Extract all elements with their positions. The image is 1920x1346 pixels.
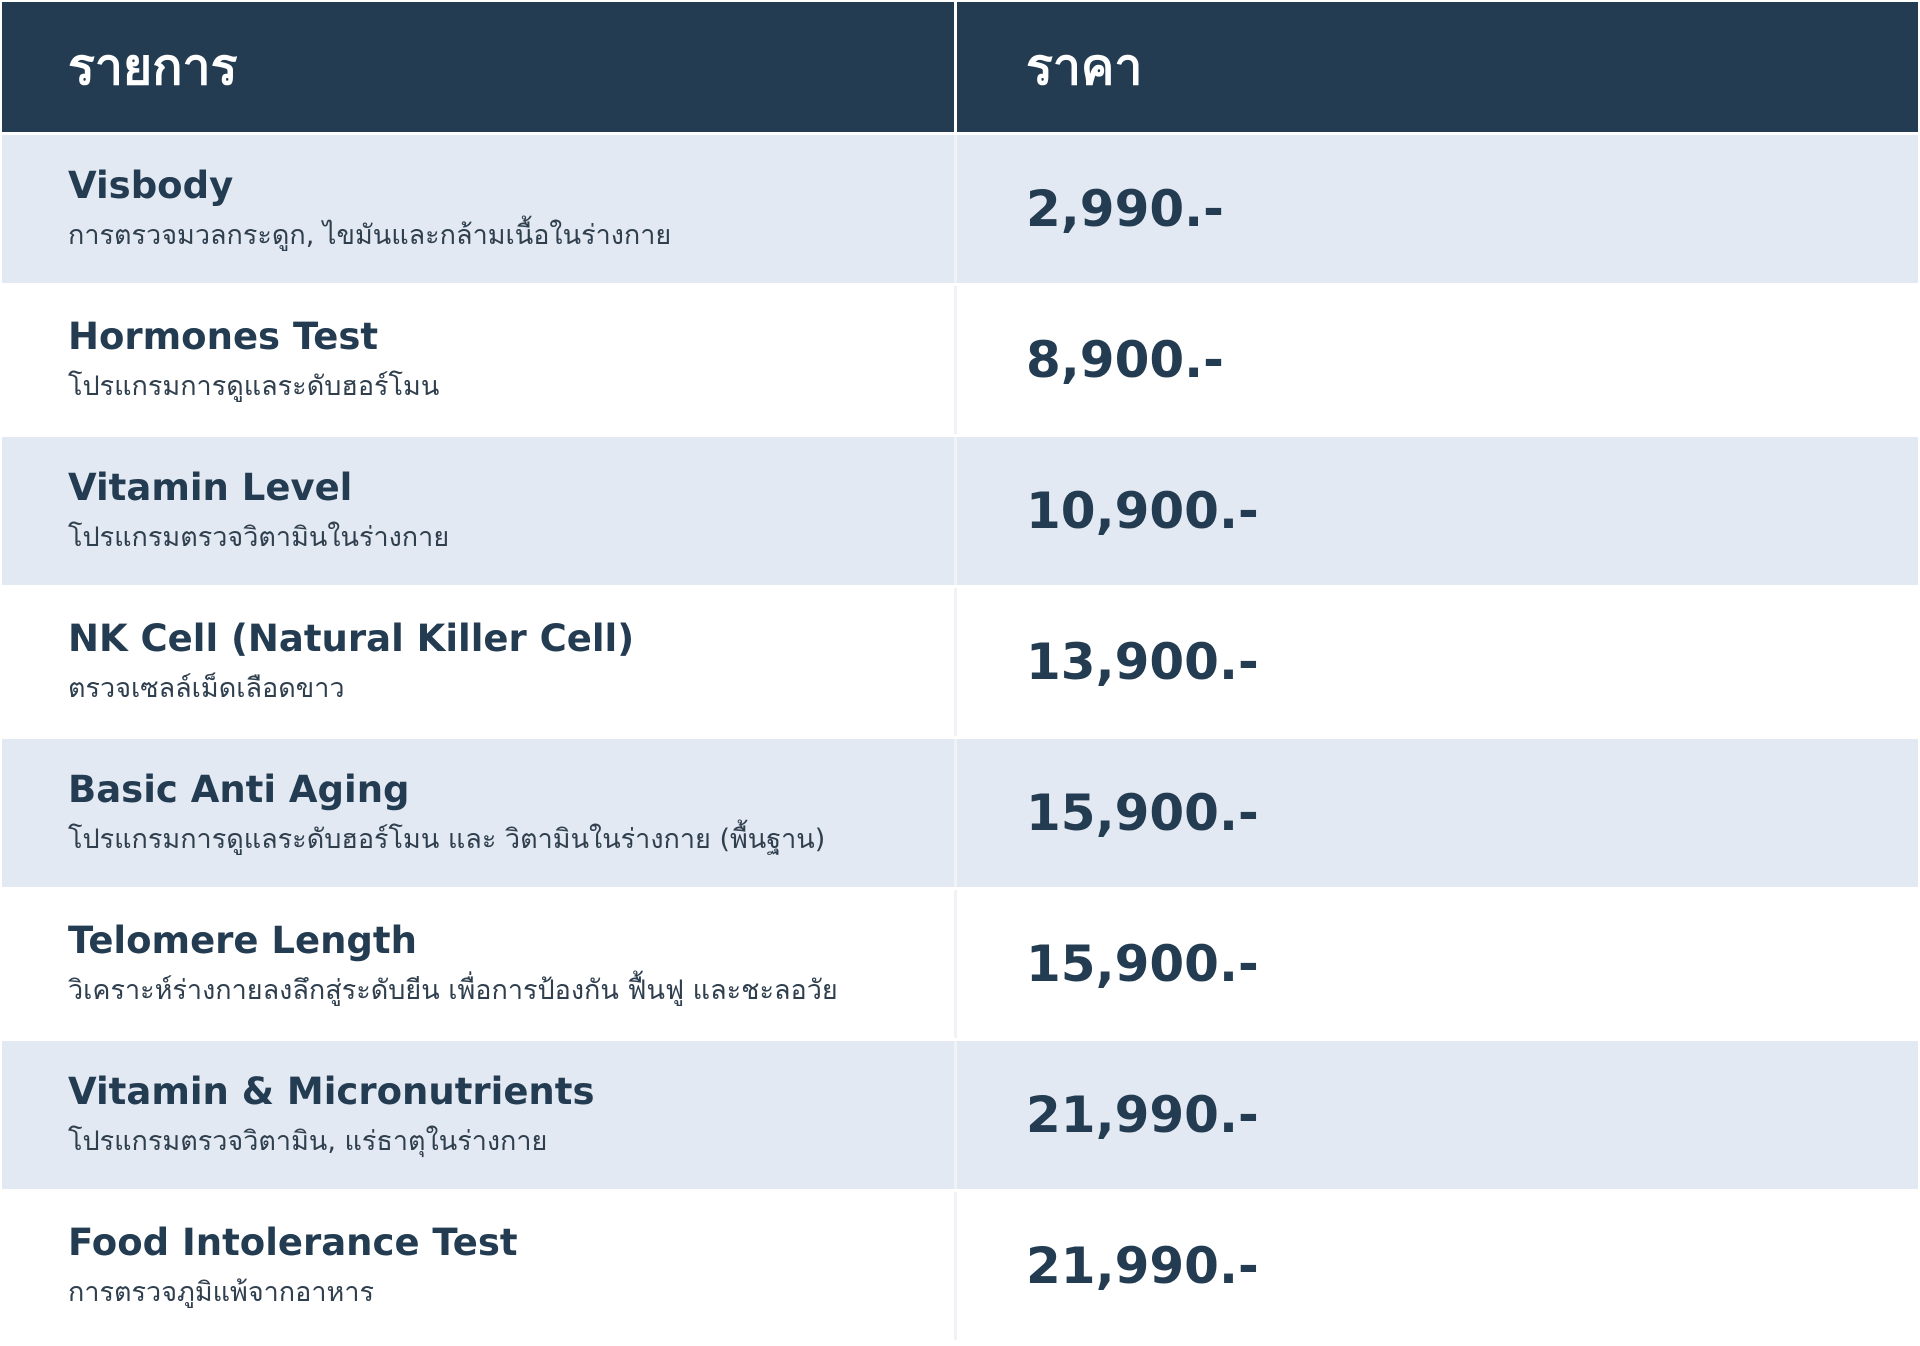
item-cell: Vitamin Level โปรแกรมตรวจวิตามินในร่างกา… bbox=[2, 437, 957, 585]
header-item-label: รายการ bbox=[68, 37, 238, 96]
item-description: โปรแกรมตรวจวิตามิน, แร่ธาตุในร่างกาย bbox=[68, 1126, 548, 1157]
item-description: วิเคราะห์ร่างกายลงลึกสู่ระดับยีน เพื่อกา… bbox=[68, 975, 838, 1006]
table-row: Visbody การตรวจมวลกระดูก, ไขมันและกล้ามเ… bbox=[2, 132, 1918, 283]
item-price: 10,900.- bbox=[1026, 482, 1259, 540]
price-cell: 8,900.- bbox=[957, 286, 1918, 434]
price-cell: 15,900.- bbox=[957, 739, 1918, 887]
item-name: Vitamin Level bbox=[68, 466, 353, 509]
item-cell: Visbody การตรวจมวลกระดูก, ไขมันและกล้ามเ… bbox=[2, 135, 957, 283]
price-cell: 2,990.- bbox=[957, 135, 1918, 283]
item-cell: Telomere Length วิเคราะห์ร่างกายลงลึกสู่… bbox=[2, 890, 957, 1038]
price-cell: 21,990.- bbox=[957, 1192, 1918, 1340]
table-row: Basic Anti Aging โปรแกรมการดูแลระดับฮอร์… bbox=[2, 736, 1918, 887]
item-cell: NK Cell (Natural Killer Cell) ตรวจเซลล์เ… bbox=[2, 588, 957, 736]
item-name: Food Intolerance Test bbox=[68, 1221, 518, 1264]
item-name: Basic Anti Aging bbox=[68, 768, 410, 811]
table-row: Vitamin Level โปรแกรมตรวจวิตามินในร่างกา… bbox=[2, 434, 1918, 585]
item-cell: Basic Anti Aging โปรแกรมการดูแลระดับฮอร์… bbox=[2, 739, 957, 887]
item-price: 21,990.- bbox=[1026, 1237, 1259, 1295]
item-price: 13,900.- bbox=[1026, 633, 1259, 691]
table-row: Food Intolerance Test การตรวจภูมิแพ้จากอ… bbox=[2, 1189, 1918, 1340]
header-price-label: ราคา bbox=[1026, 37, 1143, 96]
item-cell: Food Intolerance Test การตรวจภูมิแพ้จากอ… bbox=[2, 1192, 957, 1340]
item-name: Telomere Length bbox=[68, 919, 417, 962]
price-cell: 13,900.- bbox=[957, 588, 1918, 736]
item-name: Visbody bbox=[68, 164, 234, 207]
item-description: การตรวจมวลกระดูก, ไขมันและกล้ามเนื้อในร่… bbox=[68, 220, 672, 251]
item-price: 2,990.- bbox=[1026, 180, 1224, 238]
item-price: 21,990.- bbox=[1026, 1086, 1259, 1144]
item-name: Hormones Test bbox=[68, 315, 379, 358]
price-cell: 21,990.- bbox=[957, 1041, 1918, 1189]
table-row: Telomere Length วิเคราะห์ร่างกายลงลึกสู่… bbox=[2, 887, 1918, 1038]
item-description: โปรแกรมการดูแลระดับฮอร์โมน และ วิตามินใน… bbox=[68, 824, 826, 855]
item-description: โปรแกรมตรวจวิตามินในร่างกาย bbox=[68, 522, 450, 553]
item-name: Vitamin & Micronutrients bbox=[68, 1070, 595, 1113]
price-cell: 10,900.- bbox=[957, 437, 1918, 585]
table-header: รายการ ราคา bbox=[2, 2, 1918, 132]
table-row: Vitamin & Micronutrients โปรแกรมตรวจวิตา… bbox=[2, 1038, 1918, 1189]
table-row: NK Cell (Natural Killer Cell) ตรวจเซลล์เ… bbox=[2, 585, 1918, 736]
price-cell: 15,900.- bbox=[957, 890, 1918, 1038]
item-description: ตรวจเซลล์เม็ดเลือดขาว bbox=[68, 673, 345, 704]
item-description: การตรวจภูมิแพ้จากอาหาร bbox=[68, 1277, 374, 1308]
item-price: 8,900.- bbox=[1026, 331, 1224, 389]
item-description: โปรแกรมการดูแลระดับฮอร์โมน bbox=[68, 371, 440, 402]
header-price-cell: ราคา bbox=[957, 2, 1918, 132]
item-price: 15,900.- bbox=[1026, 784, 1259, 842]
item-cell: Hormones Test โปรแกรมการดูแลระดับฮอร์โมน bbox=[2, 286, 957, 434]
item-price: 15,900.- bbox=[1026, 935, 1259, 993]
item-name: NK Cell (Natural Killer Cell) bbox=[68, 617, 635, 660]
table-row: Hormones Test โปรแกรมการดูแลระดับฮอร์โมน… bbox=[2, 283, 1918, 434]
item-cell: Vitamin & Micronutrients โปรแกรมตรวจวิตา… bbox=[2, 1041, 957, 1189]
header-item-cell: รายการ bbox=[2, 2, 957, 132]
